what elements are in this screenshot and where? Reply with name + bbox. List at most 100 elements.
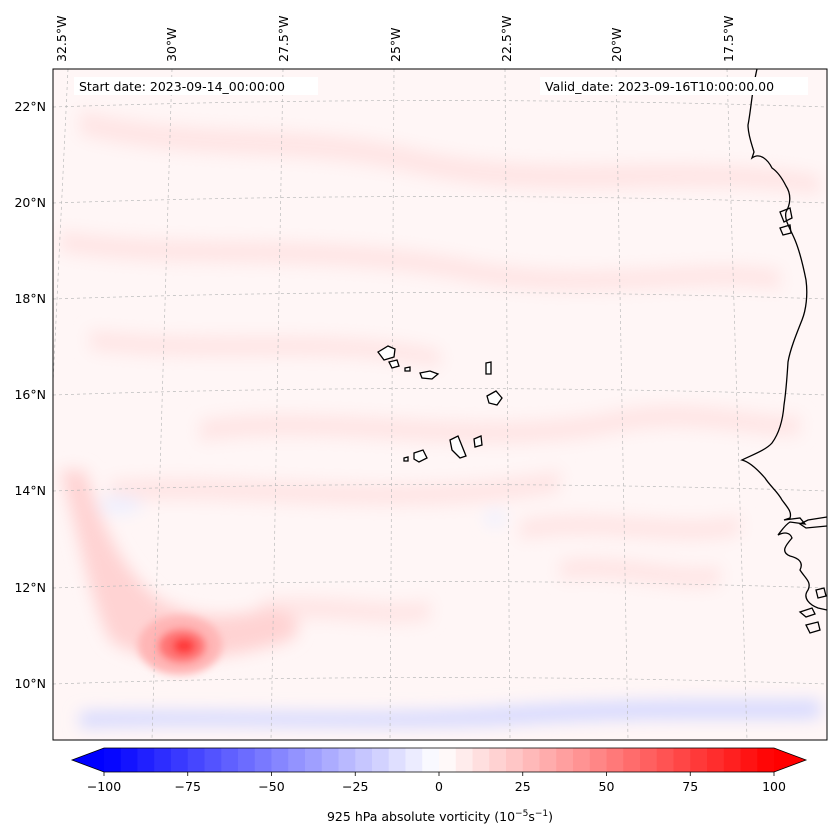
island-sao-vicente (388, 359, 400, 369)
colorbar-segment (589, 748, 608, 772)
vorticity-maximum-band (60, 470, 299, 659)
island-boa-vista (486, 390, 503, 406)
map-frame (52, 68, 828, 741)
island-sao-nicolau (419, 370, 440, 380)
gridline-lat (53, 292, 827, 300)
bissau-islands (805, 621, 821, 634)
colorbar-segment (321, 748, 340, 772)
africa-coastline (740, 69, 827, 611)
island-santa-luzia (404, 366, 411, 372)
colorbar-segment (254, 748, 273, 772)
colorbar-segment (757, 748, 775, 772)
valid-date-box (540, 77, 808, 95)
lat-label: 22°N (14, 99, 46, 114)
colorbar-tick-label: −100 (87, 779, 121, 794)
senegal-gambia-coast (798, 516, 827, 529)
colorbar-segment (372, 748, 390, 772)
colorbar-segment (556, 748, 574, 772)
lat-label: 20°N (14, 195, 46, 210)
gridline-lat (53, 484, 827, 492)
colorbar-segment (455, 748, 474, 772)
gridline-lat (53, 581, 827, 589)
gridline-lon (615, 69, 629, 740)
colorbar-segment (740, 748, 758, 772)
colorbar-segment (472, 748, 490, 772)
colorbar-segment (439, 748, 457, 772)
colorbar-segments (104, 748, 775, 772)
colorbar-tick-label: −50 (258, 779, 284, 794)
colorbar-segment (120, 748, 139, 772)
colorbar-tick-label: 0 (435, 779, 443, 794)
colorbar-tick-label: 50 (599, 779, 615, 794)
colorbar-segment (204, 748, 222, 772)
colorbar-tick-label: −25 (342, 779, 368, 794)
colorbar-segment (623, 748, 641, 772)
colorbar-segment (506, 748, 524, 772)
lat-label: 16°N (14, 387, 46, 402)
negative-vorticity-band (80, 700, 820, 728)
colorbar-segment (187, 748, 206, 772)
colorbar-title: 925 hPa absolute vorticity (10−5s−1) (327, 809, 553, 824)
colorbar-max-extend-arrow (774, 748, 806, 772)
colorbar-segment (221, 748, 239, 772)
colorbar-segment (723, 748, 742, 772)
lat-label: 10°N (14, 676, 46, 691)
island-santiago (449, 435, 467, 459)
colorbar-segment (573, 748, 591, 772)
colorbar-segment (154, 748, 172, 772)
map-panel[interactable] (36, 69, 827, 740)
lon-label: 17.5°W (721, 16, 736, 62)
valid-date-text: Valid_date: 2023-09-16T10:00:00.00 (545, 79, 774, 94)
colorbar-segment (271, 748, 289, 772)
gridlines (53, 69, 827, 740)
colorbar-title-unit: s (528, 809, 535, 824)
colorbar-segment (656, 748, 675, 772)
banc-arguin-shoal (779, 224, 792, 236)
colorbar-segment (673, 748, 691, 772)
colorbar-title-end: ) (548, 809, 553, 824)
start-date-text: Start date: 2023-09-14_00:00:00 (79, 79, 285, 94)
lat-label: 18°N (14, 291, 46, 306)
gridline-lat (53, 677, 827, 685)
colorbar-segment (338, 748, 356, 772)
colorbar-segment (171, 748, 189, 772)
gridline-lon (270, 69, 284, 740)
colorbar-segment (522, 748, 541, 772)
colorbar-segment (539, 748, 557, 772)
colorbar-min-extend-arrow (72, 748, 104, 772)
island-fogo (413, 449, 428, 463)
gridline-lon (151, 69, 173, 740)
colorbar-title-exp: −1 (535, 809, 548, 819)
gridline-lon (726, 69, 748, 740)
lon-label: 25°W (388, 27, 403, 62)
colorbar-segment (707, 748, 725, 772)
island-brava (403, 456, 409, 462)
colorbar-tick-label: 25 (515, 779, 531, 794)
colorbar-segment (690, 748, 708, 772)
longitude-labels: 32.5°W 30°W 27.5°W 25°W 22.5°W 20°W 17.5… (54, 16, 736, 62)
colorbar-segment (606, 748, 624, 772)
colorbar-segment (388, 748, 407, 772)
start-date-box (74, 77, 318, 95)
island-maio (473, 435, 483, 448)
gridline-lat (53, 100, 827, 108)
cape-verde-islands (377, 345, 503, 463)
bissau-islands (798, 607, 816, 618)
lat-label: 14°N (14, 483, 46, 498)
colorbar-title-main: 925 hPa absolute vorticity (10 (327, 809, 515, 824)
colorbar-tick-label: 75 (682, 779, 698, 794)
gridline-lat (53, 196, 827, 204)
vorticity-field (60, 110, 820, 728)
colorbar: −100 −75 −50 −25 0 25 50 75 100 925 hPa absolute… (70, 747, 808, 824)
bissau-islands (815, 587, 827, 599)
lon-label: 27.5°W (276, 16, 291, 62)
colorbar-segment (238, 748, 256, 772)
colorbar-segment (305, 748, 323, 772)
colorbar-segment (137, 748, 155, 772)
gridline-lon (389, 69, 395, 740)
colorbar-segment (405, 748, 423, 772)
colorbar-segment (489, 748, 507, 772)
island-santo-antao (377, 345, 396, 361)
lat-label: 12°N (14, 580, 46, 595)
